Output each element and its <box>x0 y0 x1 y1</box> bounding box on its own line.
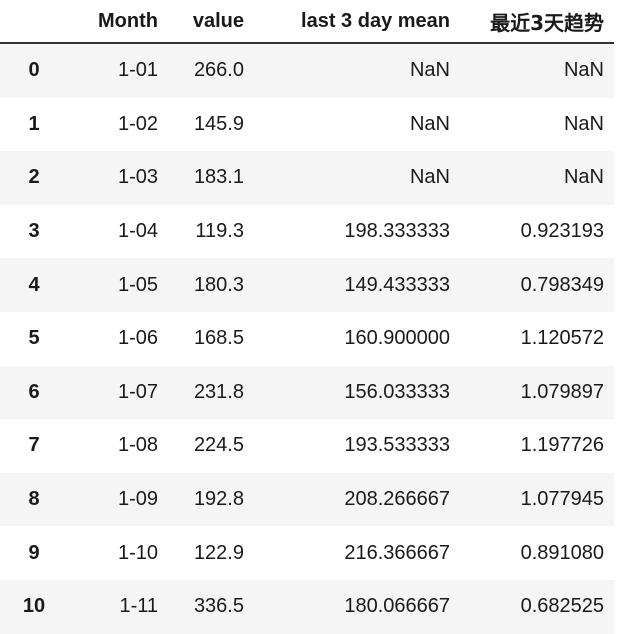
row-index: 0 <box>28 59 40 82</box>
cell-recent-3-day-trend: NaN <box>563 112 604 135</box>
row-index: 10 <box>22 595 46 618</box>
cell-recent-3-day-trend: 0.891080 <box>520 541 604 564</box>
table-row: 4 1-05 180.3 149.433333 0.798349 <box>0 258 614 312</box>
table-body: 0 1-01 266.0 NaN NaN 1 1-02 145.9 NaN NaN 2 1-03 183… <box>0 43 614 634</box>
cell-last-3-day-mean: 216.366667 <box>344 541 450 564</box>
table-row: 5 1-06 168.5 160.900000 1.120572 <box>0 311 614 366</box>
cell-recent-3-day-trend: 1.077945 <box>520 488 604 511</box>
cell-last-3-day-mean: NaN <box>409 112 450 135</box>
column-header-recent-3-day-trend: 最近3天趋势 <box>460 0 614 44</box>
cell-month: 1-09 <box>117 488 158 511</box>
table-row: 2 1-03 183.1 NaN NaN <box>0 151 614 205</box>
cell-value: 231.8 <box>193 380 244 403</box>
table-row: 8 1-09 192.8 208.266667 1.077945 <box>0 472 614 527</box>
cell-recent-3-day-trend: 0.798349 <box>520 273 604 296</box>
cell-month: 1-04 <box>117 220 158 243</box>
table-row: 3 1-04 119.3 198.333333 0.923193 <box>0 204 614 259</box>
cell-month: 1-05 <box>117 273 158 296</box>
header-row: Month value last 3 day mean 最近3天趋势 <box>0 0 614 44</box>
column-header-value: value <box>168 0 254 44</box>
cell-recent-3-day-trend: 0.923193 <box>520 220 604 243</box>
cell-recent-3-day-trend: NaN <box>563 59 604 82</box>
row-index: 8 <box>28 488 40 511</box>
table-row: 10 1-11 336.5 180.066667 0.682525 <box>0 579 614 634</box>
cell-last-3-day-mean: NaN <box>409 166 450 189</box>
cell-month: 1-06 <box>117 327 158 350</box>
row-index: 7 <box>28 434 40 457</box>
cell-last-3-day-mean: 156.033333 <box>344 380 450 403</box>
table-row: 6 1-07 231.8 156.033333 1.079897 <box>0 365 614 420</box>
column-header-last-3-day-mean: last 3 day mean <box>254 0 460 44</box>
row-index: 2 <box>28 166 40 189</box>
cell-month: 1-03 <box>117 166 158 189</box>
cell-last-3-day-mean: NaN <box>409 59 450 82</box>
cell-month: 1-07 <box>117 380 158 403</box>
cell-recent-3-day-trend: NaN <box>563 166 604 189</box>
index-column-header <box>0 0 76 44</box>
cell-value: 336.5 <box>193 595 244 618</box>
table-row: 9 1-10 122.9 216.366667 0.891080 <box>0 526 614 580</box>
table-row: 0 1-01 266.0 NaN NaN <box>0 43 614 98</box>
cell-last-3-day-mean: 180.066667 <box>344 595 450 618</box>
cell-value: 168.5 <box>193 327 244 350</box>
cell-last-3-day-mean: 193.533333 <box>344 434 450 457</box>
table-row: 7 1-08 224.5 193.533333 1.197726 <box>0 419 614 473</box>
cell-value: 192.8 <box>193 488 244 511</box>
cell-value: 122.9 <box>193 541 244 564</box>
cell-recent-3-day-trend: 0.682525 <box>520 595 604 618</box>
cell-value: 266.0 <box>193 59 244 82</box>
row-index: 5 <box>28 327 40 350</box>
cell-value: 180.3 <box>193 273 244 296</box>
cell-recent-3-day-trend: 1.197726 <box>520 434 604 457</box>
cell-month: 1-10 <box>117 541 158 564</box>
cell-recent-3-day-trend: 1.079897 <box>520 380 604 403</box>
cell-month: 1-08 <box>117 434 158 457</box>
cell-value: 145.9 <box>193 112 244 135</box>
row-index: 9 <box>28 541 40 564</box>
cell-value: 224.5 <box>193 434 244 457</box>
row-index: 3 <box>28 220 40 243</box>
cell-month: 1-01 <box>117 59 158 82</box>
cell-last-3-day-mean: 149.433333 <box>344 273 450 296</box>
cell-month: 1-02 <box>117 112 158 135</box>
row-index: 6 <box>28 380 40 403</box>
cell-value: 183.1 <box>193 166 244 189</box>
row-index: 4 <box>28 273 40 296</box>
cell-recent-3-day-trend: 1.120572 <box>520 327 604 350</box>
cell-last-3-day-mean: 198.333333 <box>344 220 450 243</box>
row-index: 1 <box>28 112 40 135</box>
cell-last-3-day-mean: 160.900000 <box>344 327 450 350</box>
table-row: 1 1-02 145.9 NaN NaN <box>0 97 614 152</box>
cell-value: 119.3 <box>195 220 244 243</box>
cell-month: 1-11 <box>119 595 158 618</box>
column-header-month: Month <box>76 0 168 44</box>
table-header: Month value last 3 day mean 最近3天趋势 <box>0 0 614 44</box>
cell-last-3-day-mean: 208.266667 <box>344 488 450 511</box>
